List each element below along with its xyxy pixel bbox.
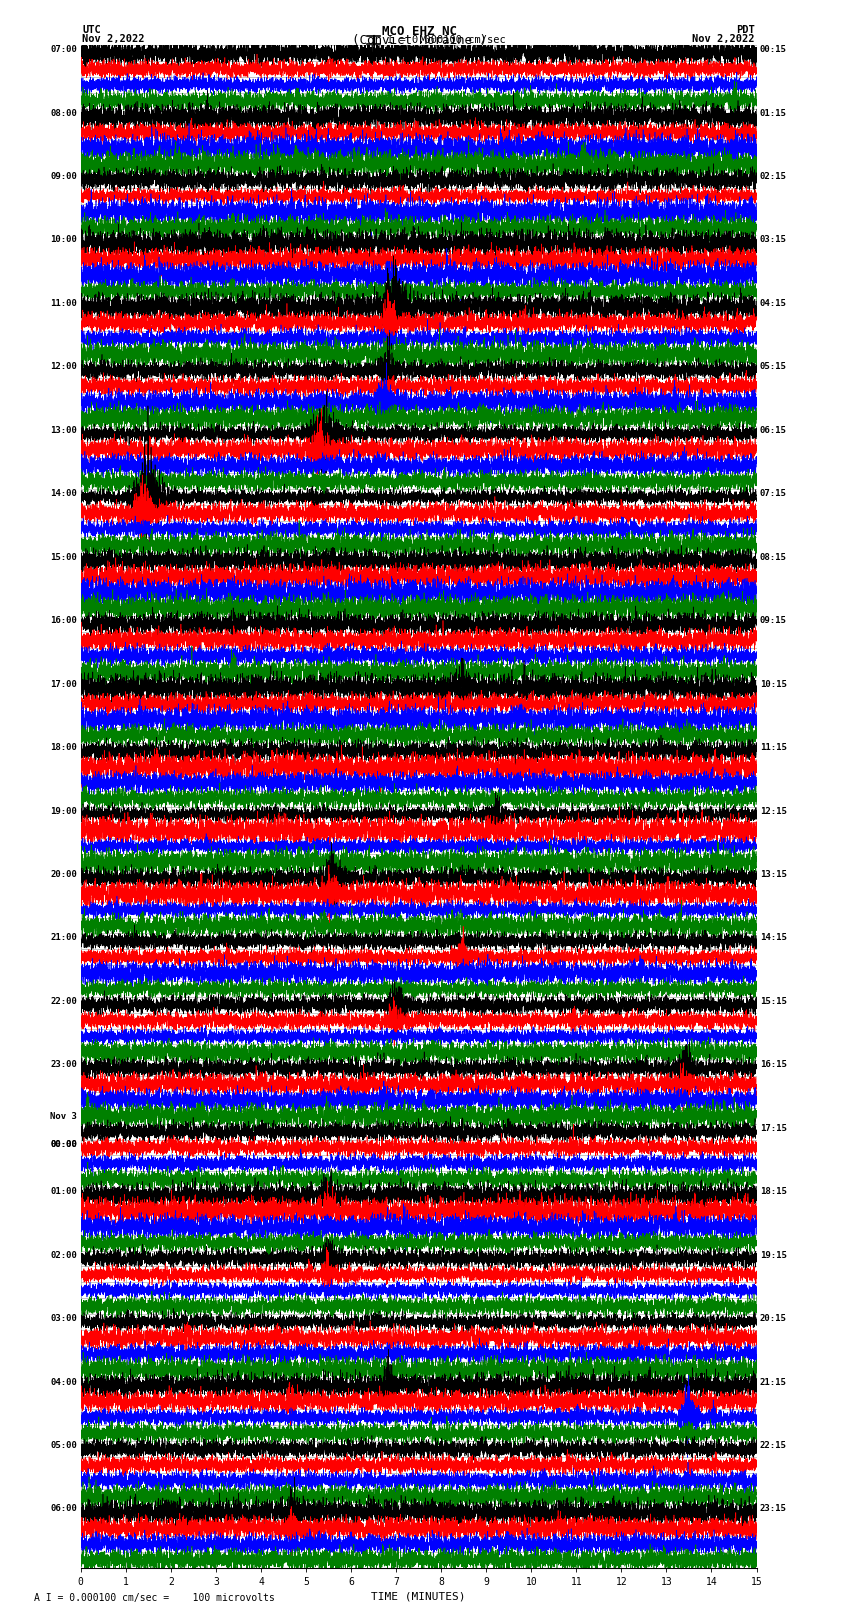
Text: 01:00: 01:00	[50, 1187, 77, 1197]
Text: 02:00: 02:00	[50, 1250, 77, 1260]
Text: 23:15: 23:15	[760, 1505, 787, 1513]
Text: UTC: UTC	[82, 24, 101, 35]
Text: 10:00: 10:00	[50, 235, 77, 245]
Text: Nov 2,2022: Nov 2,2022	[692, 34, 755, 44]
Text: 10:15: 10:15	[760, 679, 787, 689]
Text: 02:15: 02:15	[760, 173, 787, 181]
Text: 13:15: 13:15	[760, 869, 787, 879]
Text: 06:15: 06:15	[760, 426, 787, 436]
Text: 18:00: 18:00	[50, 744, 77, 752]
Text: 13:00: 13:00	[50, 426, 77, 436]
Text: 01:15: 01:15	[760, 108, 787, 118]
Text: PDT: PDT	[736, 24, 755, 35]
Text: 04:00: 04:00	[50, 1378, 77, 1387]
Text: 17:00: 17:00	[50, 679, 77, 689]
Text: 20:00: 20:00	[50, 869, 77, 879]
Text: 16:15: 16:15	[760, 1060, 787, 1069]
Text: 05:00: 05:00	[50, 1440, 77, 1450]
Text: 06:00: 06:00	[50, 1505, 77, 1513]
Text: 19:00: 19:00	[50, 806, 77, 816]
Text: 03:00: 03:00	[50, 1315, 77, 1323]
Text: 11:00: 11:00	[50, 298, 77, 308]
Text: 00:00: 00:00	[50, 1139, 77, 1148]
Text: 18:15: 18:15	[760, 1187, 787, 1197]
Text: Nov 3: Nov 3	[50, 1113, 77, 1121]
X-axis label: TIME (MINUTES): TIME (MINUTES)	[371, 1590, 466, 1602]
Text: A I = 0.000100 cm/sec =    100 microvolts: A I = 0.000100 cm/sec = 100 microvolts	[34, 1594, 275, 1603]
Text: 00:15: 00:15	[760, 45, 787, 55]
Text: 05:15: 05:15	[760, 363, 787, 371]
Text: 11:15: 11:15	[760, 744, 787, 752]
Text: 12:15: 12:15	[760, 806, 787, 816]
Text: 00:00: 00:00	[50, 1139, 77, 1148]
Text: 08:15: 08:15	[760, 553, 787, 561]
Text: 12:00: 12:00	[50, 363, 77, 371]
Text: 23:00: 23:00	[50, 1060, 77, 1069]
Text: 19:15: 19:15	[760, 1250, 787, 1260]
Text: 17:15: 17:15	[760, 1124, 787, 1132]
Text: 22:00: 22:00	[50, 997, 77, 1007]
Text: I = 0.000100 cm/sec: I = 0.000100 cm/sec	[387, 35, 506, 45]
Text: 21:00: 21:00	[50, 934, 77, 942]
Text: 04:15: 04:15	[760, 298, 787, 308]
Text: 20:15: 20:15	[760, 1315, 787, 1323]
Text: 08:00: 08:00	[50, 108, 77, 118]
Text: MCO EHZ NC: MCO EHZ NC	[382, 24, 456, 39]
Text: 16:00: 16:00	[50, 616, 77, 626]
Text: 21:15: 21:15	[760, 1378, 787, 1387]
Text: 07:15: 07:15	[760, 489, 787, 498]
Text: 15:00: 15:00	[50, 553, 77, 561]
Text: 14:00: 14:00	[50, 489, 77, 498]
Text: (Convict Moraine ): (Convict Moraine )	[352, 34, 486, 47]
Text: 15:15: 15:15	[760, 997, 787, 1007]
Text: 09:00: 09:00	[50, 173, 77, 181]
Text: 14:15: 14:15	[760, 934, 787, 942]
Text: Nov 2,2022: Nov 2,2022	[82, 34, 145, 44]
Text: 09:15: 09:15	[760, 616, 787, 626]
Text: 07:00: 07:00	[50, 45, 77, 55]
Text: 03:15: 03:15	[760, 235, 787, 245]
Text: 22:15: 22:15	[760, 1440, 787, 1450]
